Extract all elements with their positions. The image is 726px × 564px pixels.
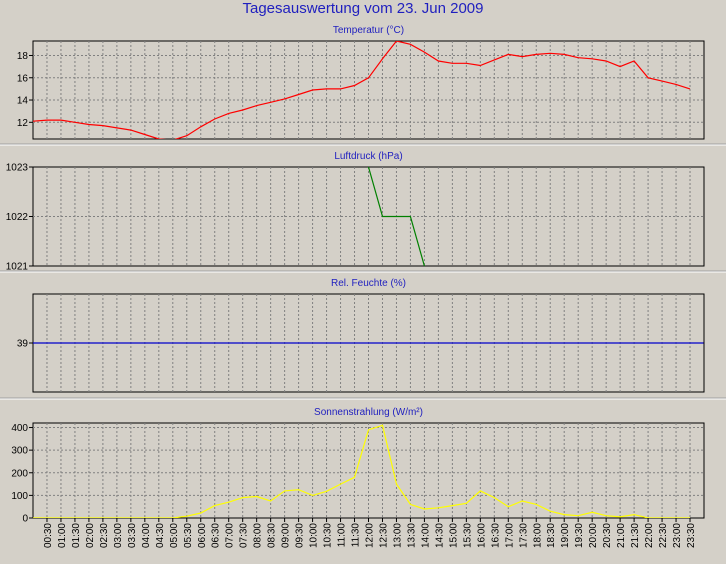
x-tick-label: 13:00 [392,523,403,548]
x-tick-label: 12:00 [365,523,376,548]
x-tick-label: 06:30 [211,523,222,548]
x-tick-label: 08:00 [253,523,264,548]
y-tick-label: 300 [11,446,28,457]
x-tick-label: 21:30 [630,523,641,548]
y-tick-label: 1022 [6,212,29,223]
x-tick-label: 22:00 [644,523,655,548]
x-tick-label: 02:30 [99,523,110,548]
panel-title: Luftdruck (hPa) [334,151,402,162]
series-line [33,424,690,518]
x-tick-label: 11:00 [337,523,348,548]
x-tick-label: 09:30 [295,523,306,548]
y-tick-label: 200 [11,468,28,479]
y-tick-label: 14 [17,96,29,107]
x-tick-label: 18:30 [546,523,557,548]
x-tick-label: 03:00 [113,523,124,548]
y-tick-label: 1023 [6,163,29,174]
x-tick-label: 18:00 [532,523,543,548]
x-tick-label: 09:00 [281,523,292,548]
x-tick-label: 04:00 [141,523,152,548]
chart-panel-4: Sonnenstrahlung (W/m²) 0 100 200 300 400 [11,407,705,525]
x-tick-label: 17:00 [504,523,515,548]
series-line [367,167,425,266]
chart-panel-1: Temperatur (°C) 12 14 16 18 [0,25,726,146]
x-tick-label: 17:30 [518,523,529,548]
y-tick-label: 16 [17,73,29,84]
x-tick-label: 04:30 [155,523,166,548]
x-tick-label: 03:30 [127,523,138,548]
y-tick-label: 39 [17,339,29,350]
x-tick-label: 07:00 [225,523,236,548]
x-tick-label: 11:30 [351,523,362,548]
chart-panel-3: Rel. Feuchte (%) 39 [0,278,726,400]
x-tick-label: 10:00 [309,523,320,548]
x-tick-label: 23:30 [686,523,697,548]
series-line [33,41,691,139]
x-tick-label: 21:00 [616,523,627,548]
x-tick-label: 07:30 [239,523,250,548]
panel-title: Sonnenstrahlung (W/m²) [314,407,423,418]
y-tick-label: 0 [22,514,28,525]
x-tick-label: 16:00 [476,523,487,548]
plot-area [32,422,705,519]
x-tick-label: 01:00 [57,523,68,548]
x-tick-label: 13:30 [406,523,417,548]
chart-panel-2: Luftdruck (hPa) 1021 1022 1023 [0,151,726,273]
x-tick-label: 05:30 [183,523,194,548]
x-tick-label: 15:00 [448,523,459,548]
y-tick-label: 1021 [6,262,29,273]
x-tick-label: 05:00 [169,523,180,548]
panel-title: Rel. Feuchte (%) [331,278,406,289]
panel-title: Temperatur (°C) [333,25,404,36]
x-tick-label: 00:30 [43,523,54,548]
y-tick-label: 12 [17,118,29,129]
y-tick-label: 100 [11,491,28,502]
x-tick-label: 15:30 [462,523,473,548]
x-tick-label: 06:00 [197,523,208,548]
x-tick-label: 22:30 [658,523,669,548]
page-title: Tagesauswertung vom 23. Jun 2009 [242,0,484,17]
x-tick-label: 02:00 [85,523,96,548]
x-tick-label: 19:00 [560,523,571,548]
x-tick-label: 14:00 [420,523,431,548]
y-tick-label: 400 [11,423,28,434]
x-tick-label: 01:30 [71,523,82,548]
x-tick-label: 23:00 [672,523,683,548]
x-tick-label: 08:30 [267,523,278,548]
x-tick-label: 12:30 [378,523,389,548]
x-tick-label: 14:30 [434,523,445,548]
x-tick-label: 19:30 [574,523,585,548]
x-tick-label: 20:00 [588,523,599,548]
x-axis: 00:30 01:00 01:30 02:00 02:30 03:00 03:30 04:00… [43,518,697,548]
x-tick-label: 10:30 [323,523,334,548]
y-tick-label: 18 [17,51,29,62]
x-tick-label: 20:30 [602,523,613,548]
x-tick-label: 16:30 [490,523,501,548]
